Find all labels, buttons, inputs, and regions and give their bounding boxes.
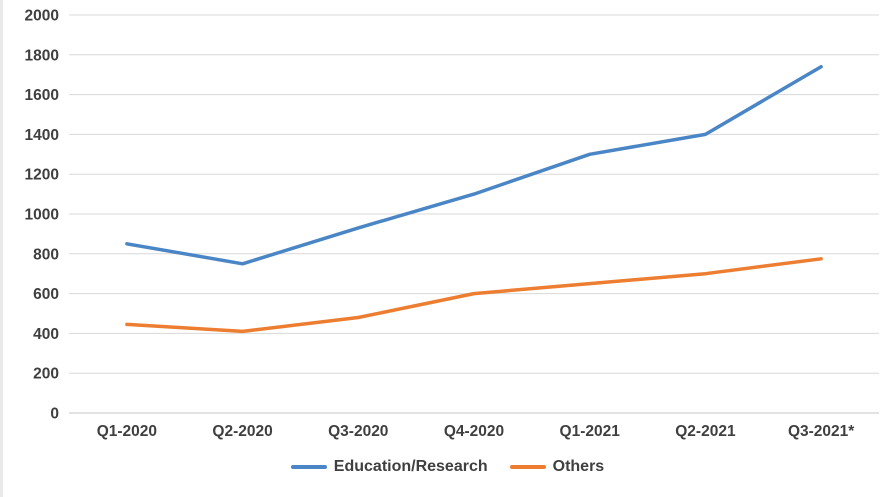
y-axis-tick-label: 1200 — [25, 167, 59, 184]
legend-label-others: Others — [552, 458, 605, 475]
y-axis-tick-label: 2000 — [25, 8, 59, 25]
chart-legend: Education/Research Others — [3, 458, 892, 476]
legend-label-education-research: Education/Research — [333, 458, 488, 475]
y-axis-tick-label: 0 — [50, 406, 59, 423]
y-axis-tick-label: 600 — [33, 286, 59, 303]
y-axis-tick-label: 1400 — [25, 127, 59, 144]
x-axis-label: Q3-2021* — [788, 423, 855, 440]
x-axis-label: Q2-2020 — [212, 423, 272, 440]
y-axis-tick-label: 1000 — [25, 207, 59, 224]
y-axis-tick-label: 400 — [33, 326, 59, 343]
y-axis-tick-label: 800 — [33, 246, 59, 263]
x-axis-label: Q1-2020 — [97, 423, 157, 440]
legend-item-others: Others — [509, 458, 605, 476]
y-axis-tick-label: 1800 — [25, 47, 59, 64]
x-axis-label: Q2-2021 — [675, 423, 736, 440]
y-axis-tick-label: 1600 — [25, 87, 59, 104]
line-chart: 0 200 400 600 800 1000 1200 1400 1600 1800 2000 Q1-… — [25, 8, 879, 440]
x-axis-label: Q3-2020 — [328, 423, 388, 440]
x-axis-label: Q4-2020 — [444, 423, 504, 440]
education-research-line-swatch — [290, 465, 327, 469]
series-line-education-research — [125, 64, 823, 266]
x-axis-label: Q1-2021 — [560, 423, 621, 440]
y-axis-tick-label: 200 — [33, 366, 59, 383]
others-line-swatch — [509, 465, 546, 469]
legend-item-education-research: Education/Research — [290, 458, 488, 476]
series-line-others — [125, 257, 823, 334]
